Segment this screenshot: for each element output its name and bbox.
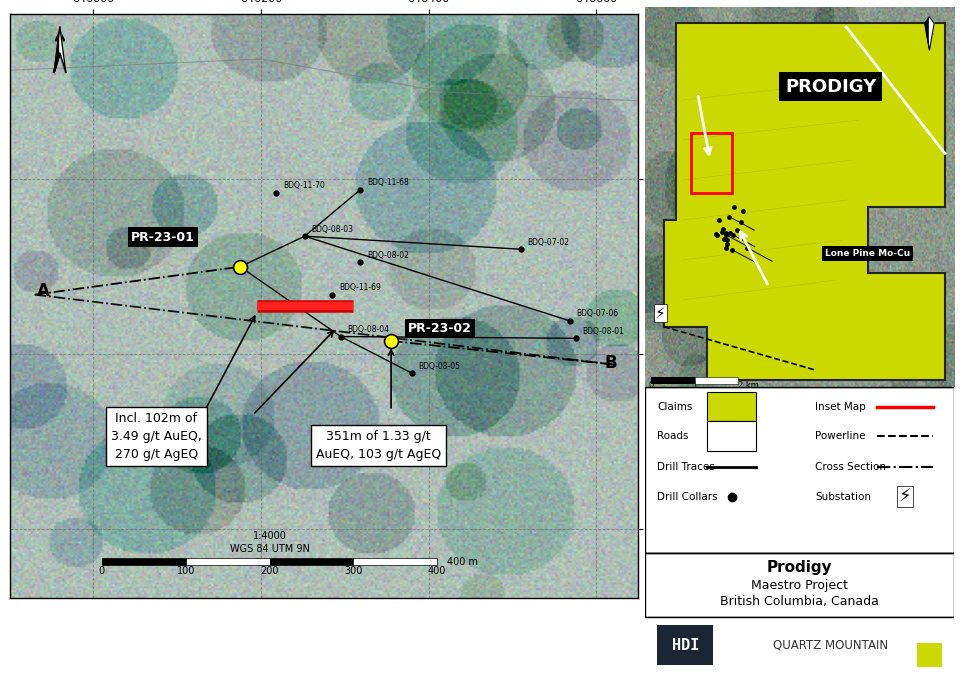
Point: [726, 202, 741, 213]
Text: 200: 200: [260, 566, 278, 576]
Point: [709, 229, 725, 240]
Text: Drill Traces: Drill Traces: [658, 462, 715, 472]
Text: 1:4000
WGS 84 UTM 9N: 1:4000 WGS 84 UTM 9N: [229, 532, 309, 554]
Polygon shape: [663, 23, 945, 380]
Point: [733, 216, 749, 227]
Bar: [645, 7, 954, 387]
Point: [718, 230, 733, 241]
Text: Prodigy: Prodigy: [767, 560, 832, 575]
Text: BDQ-11-70: BDQ-11-70: [283, 181, 324, 190]
Point: [735, 205, 751, 216]
Text: 100: 100: [177, 566, 195, 576]
Bar: [185, 558, 270, 565]
Point: [715, 224, 731, 235]
Text: BDQ-07-02: BDQ-07-02: [528, 237, 569, 247]
Polygon shape: [929, 17, 934, 50]
Text: Claims: Claims: [658, 402, 693, 411]
Bar: [102, 558, 185, 565]
Text: 0: 0: [649, 381, 654, 390]
Bar: [645, 554, 954, 617]
Text: Powerline: Powerline: [815, 431, 866, 441]
Text: 0: 0: [99, 566, 105, 576]
Polygon shape: [924, 17, 929, 50]
Point: [708, 228, 724, 239]
Text: Inset Map: Inset Map: [815, 402, 866, 411]
Polygon shape: [54, 27, 60, 72]
Bar: [707, 422, 756, 451]
Point: [722, 228, 737, 239]
Point: [718, 242, 733, 253]
Point: [740, 243, 756, 254]
Bar: [651, 377, 695, 384]
Text: Lone Pine Mo-Cu: Lone Pine Mo-Cu: [826, 249, 910, 258]
Text: BDQ-07-06: BDQ-07-06: [576, 309, 618, 318]
Text: BDQ-08-03: BDQ-08-03: [311, 224, 353, 233]
Bar: [691, 133, 732, 193]
Text: BDQ-11-68: BDQ-11-68: [367, 178, 409, 187]
Text: 400 m: 400 m: [447, 557, 478, 566]
Text: British Columbia, Canada: British Columbia, Canada: [720, 595, 879, 608]
Point: [722, 211, 737, 222]
Text: 1: 1: [692, 381, 697, 390]
Point: [714, 227, 730, 238]
Text: Maestro Project: Maestro Project: [751, 579, 849, 592]
Text: BDQ-08-04: BDQ-08-04: [348, 325, 390, 334]
Text: HDI: HDI: [672, 638, 699, 653]
Text: 400: 400: [428, 566, 446, 576]
Text: Incl. 102m of
3.49 g/t AuEQ,
270 g/t AgEQ: Incl. 102m of 3.49 g/t AuEQ, 270 g/t AgE…: [111, 413, 202, 462]
Text: PR-23-02: PR-23-02: [408, 322, 471, 335]
Point: [726, 230, 741, 241]
Bar: [707, 392, 756, 422]
Point: [730, 224, 745, 235]
Polygon shape: [60, 27, 66, 72]
Bar: [645, 617, 954, 673]
Point: [718, 228, 733, 239]
Point: [724, 244, 739, 255]
Text: 351m of 1.33 g/t
AuEQ, 103 g/t AgEQ: 351m of 1.33 g/t AuEQ, 103 g/t AgEQ: [316, 430, 442, 461]
Text: A: A: [37, 282, 50, 300]
Text: ⚡: ⚡: [899, 488, 911, 506]
Text: Cross Section: Cross Section: [815, 462, 886, 472]
Bar: [270, 558, 353, 565]
Text: 2 km: 2 km: [738, 381, 758, 390]
Text: Roads: Roads: [658, 431, 689, 441]
Text: Drill Collars: Drill Collars: [658, 492, 718, 502]
Text: 300: 300: [344, 566, 363, 576]
Text: PRODIGY: PRODIGY: [785, 78, 876, 96]
Text: BDQ-11-69: BDQ-11-69: [339, 283, 381, 292]
Text: Substation: Substation: [815, 492, 871, 502]
Text: BDQ-08-05: BDQ-08-05: [419, 362, 461, 371]
Point: [716, 234, 732, 245]
Text: PR-23-01: PR-23-01: [132, 231, 195, 243]
Bar: [658, 625, 713, 665]
Text: ⚡: ⚡: [656, 306, 666, 321]
Text: B: B: [605, 354, 617, 372]
Point: [719, 239, 734, 250]
Point: [719, 235, 734, 246]
Text: QUARTZ MOUNTAIN: QUARTZ MOUNTAIN: [773, 639, 888, 651]
Bar: [645, 387, 954, 554]
Bar: [695, 377, 738, 384]
Text: BDQ-08-01: BDQ-08-01: [582, 326, 624, 336]
Bar: [353, 558, 437, 565]
Point: [711, 215, 727, 226]
Bar: [917, 643, 942, 666]
Polygon shape: [54, 27, 66, 72]
Text: BDQ-08-02: BDQ-08-02: [367, 251, 409, 260]
